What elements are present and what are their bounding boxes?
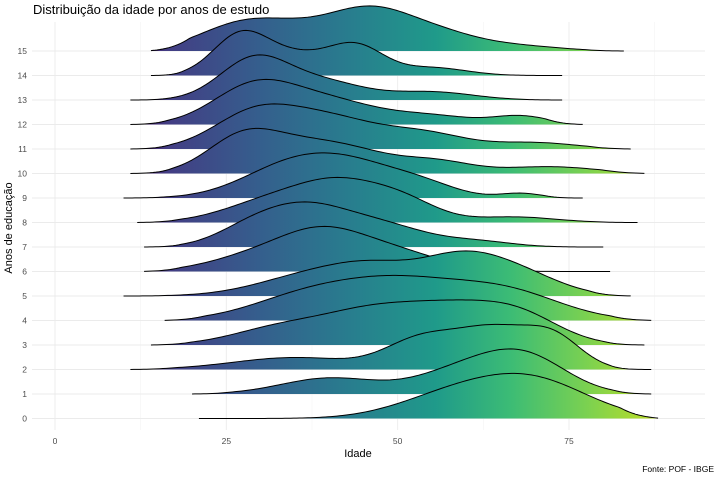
ridge-outline-15 [150,5,624,52]
y-tick-label: 2 [22,365,27,375]
ridge-area-6 [144,226,611,272]
ridge-area-9 [123,152,583,198]
x-tick-label: 25 [222,436,232,446]
y-tick-label: 8 [22,218,27,228]
ridge-outline-7 [144,201,604,248]
ridge-outline-10 [130,127,645,174]
y-tick-label: 4 [22,316,27,326]
y-tick-label: 0 [22,414,27,424]
y-tick-label: 10 [18,169,28,179]
ridge-area-5 [123,250,631,296]
ridge-outline-13 [130,54,563,101]
y-tick-label: 3 [22,340,27,350]
ridges [123,5,659,419]
ridge-outline-3 [150,299,645,346]
y-tick-label: 9 [22,193,27,203]
y-tick-label: 13 [18,95,28,105]
ridge-outline-12 [130,78,583,125]
y-tick-label: 5 [22,291,27,301]
ridge-outline-9 [123,152,583,199]
ridge-outline-5 [123,250,631,297]
ridge-outline-4 [164,274,652,321]
ridge-area-7 [144,201,604,247]
ridge-outline-1 [192,348,652,395]
x-axis-label: Idade [344,448,372,460]
x-tick-label: 75 [564,436,574,446]
ridge-outline-14 [150,29,563,76]
x-tick-label: 50 [393,436,403,446]
y-tick-label: 1 [22,389,27,399]
ridge-area-4 [164,275,652,321]
ridge-outline-11 [130,103,631,150]
ridge-area-0 [198,373,659,419]
x-tick-labels: 0 25 50 75 [53,436,574,446]
ridge-outline-8 [137,176,638,223]
ridge-outline-0 [198,372,659,419]
y-tick-label: 15 [18,46,28,56]
chart-title: Distribuição da idade por anos de estudo [33,2,269,17]
source-caption: Fonte: POF - IBGE [642,464,714,474]
y-tick-label: 11 [18,144,27,154]
y-tick-label: 7 [22,242,27,252]
y-tick-label: 12 [18,120,28,130]
y-tick-label: 14 [18,71,28,81]
y-tick-label: 6 [22,267,27,277]
ridge-area-10 [130,128,645,174]
ridge-outline-2 [130,323,652,370]
x-tick-label: 0 [53,436,58,446]
y-axis-label: Anos de educação [3,182,15,273]
